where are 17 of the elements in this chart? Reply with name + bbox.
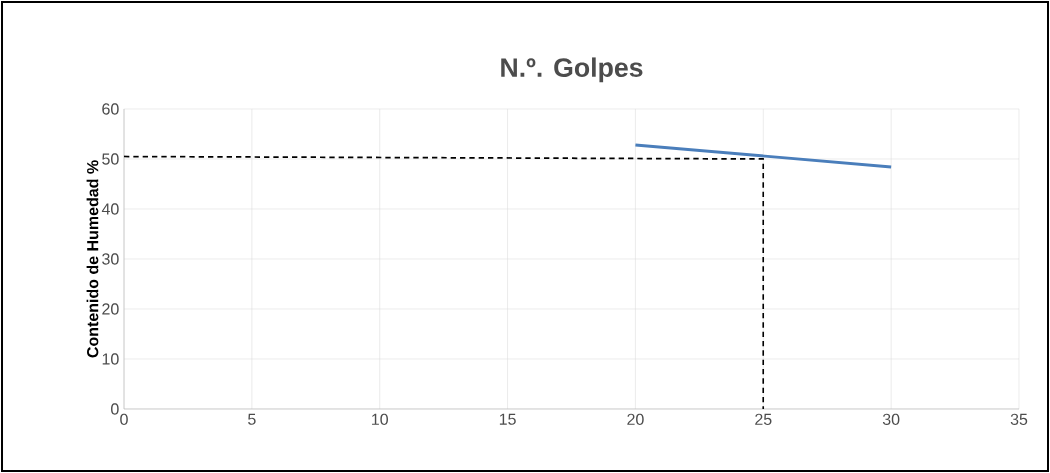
y-tick-label: 50 (102, 153, 119, 165)
y-tick-label: 40 (101, 203, 119, 215)
x-tick-label: 0 (120, 413, 128, 426)
y-tick-label: 0 (111, 403, 119, 415)
y-tick-label: 20 (102, 303, 119, 315)
y-tick-label: 60 (102, 103, 119, 115)
y-tick-label: 10 (102, 353, 119, 365)
x-tick-label: 10 (372, 413, 388, 426)
x-tick-label: 35 (1010, 413, 1028, 426)
x-tick-label: 25 (755, 413, 772, 426)
y-axis-title: Contenido de Humedad % (86, 160, 99, 358)
x-tick-label: 20 (627, 413, 644, 426)
x-tick-label: 5 (248, 413, 256, 425)
x-tick-label: 15 (499, 413, 516, 425)
chart-title: N.º. Golpes (501, 57, 643, 83)
y-tick-label: 30 (102, 253, 119, 265)
x-tick-label: 30 (882, 413, 900, 426)
